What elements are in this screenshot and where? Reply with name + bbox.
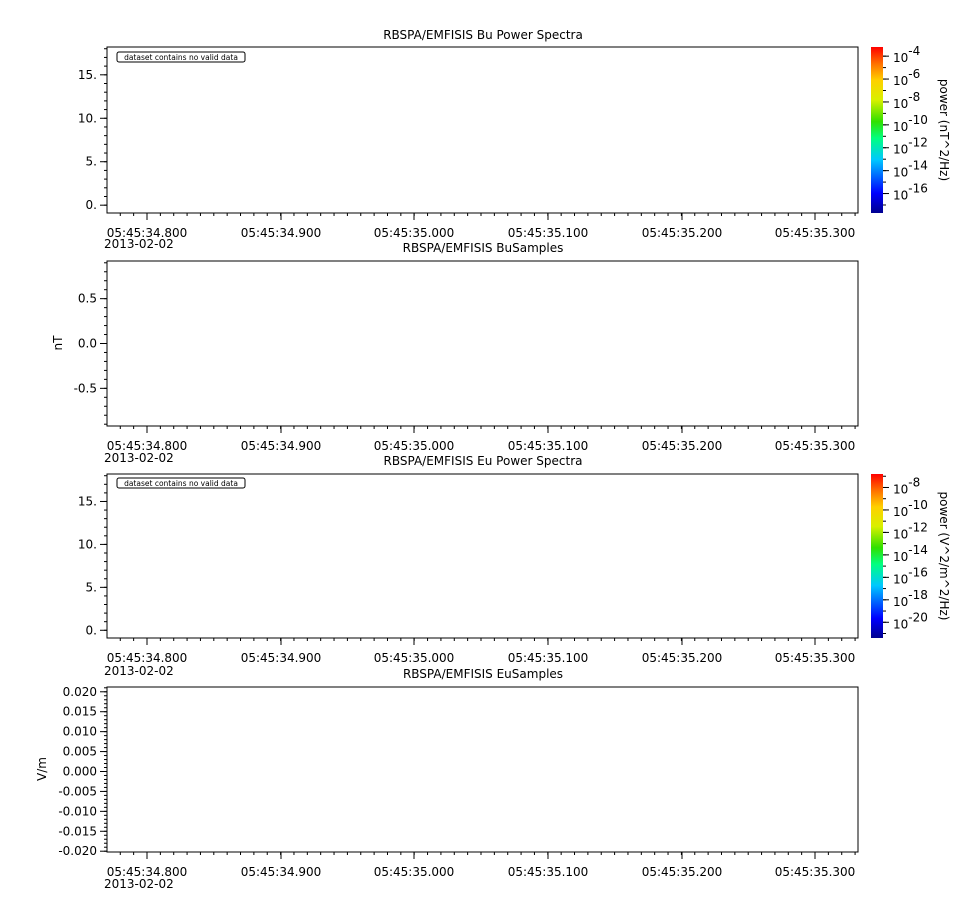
x-axis: 05:45:34.800 05:45:34.900 05:45:35.000 05:4… — [107, 638, 856, 665]
y-tick-label: 5. — [86, 155, 97, 169]
x-date-label: 2013-02-02 — [104, 451, 174, 465]
x-tick-label: 05:45:35.100 — [508, 226, 589, 240]
y-tick-label: 0.000 — [63, 764, 97, 778]
y-tick-label: 15. — [78, 494, 97, 508]
colorbar-tick-label: 10-14 — [893, 159, 928, 180]
panel-title: RBSPA/EMFISIS Eu Power Spectra — [384, 454, 583, 468]
x-tick-label: 05:45:35.100 — [508, 865, 589, 879]
y-tick-label: -0.015 — [58, 824, 97, 838]
y-axis: 0. 5. 10. 15. — [78, 48, 107, 212]
x-tick-label: 05:45:35.300 — [775, 865, 856, 879]
x-tick-label: 05:45:35.000 — [374, 226, 455, 240]
x-tick-label: 05:45:35.200 — [642, 651, 723, 665]
y-tick-label: 0.020 — [63, 685, 97, 699]
colorbar-label: power (V^2/m^2/Hz) — [937, 492, 951, 621]
y-axis-label: nT — [51, 335, 65, 351]
y-axis: 0.5 0.0 -0.5 — [74, 262, 107, 425]
colorbar-tick-label: 10-16 — [893, 565, 928, 586]
x-tick-label: 05:45:35.200 — [642, 865, 723, 879]
plot-frame — [106, 473, 859, 639]
x-axis: 05:45:34.800 05:45:34.900 05:45:35.000 05:4… — [107, 426, 856, 453]
colorbar-tick-label: 10-16 — [893, 182, 928, 203]
y-tick-label: 15. — [78, 68, 97, 82]
colorbar-tick-label: 10-8 — [893, 475, 920, 496]
y-axis-label: V/m — [35, 757, 49, 781]
x-axis: 05:45:34.800 05:45:34.900 05:45:35.000 05:4… — [107, 852, 856, 879]
x-date-label: 2013-02-02 — [104, 877, 174, 891]
no-data-message: dataset contains no valid data — [116, 51, 246, 63]
panel-eu-spectra: RBSPA/EMFISIS Eu Power Spectra 0. 5. 10. 15… — [78, 454, 951, 678]
colorbar-tick-label: 10-10 — [893, 113, 928, 134]
y-tick-label: 0.005 — [63, 745, 97, 759]
colorbar-gradient — [871, 47, 883, 213]
colorbar-tick-label: 10-10 — [893, 498, 928, 519]
plot-frame — [106, 260, 859, 427]
y-tick-label: 0.015 — [63, 705, 97, 719]
panel-title: RBSPA/EMFISIS Bu Power Spectra — [383, 28, 583, 42]
colorbar-tick-label: 10-12 — [893, 520, 928, 541]
x-tick-label: 05:45:35.300 — [775, 651, 856, 665]
x-tick-label: 05:45:35.100 — [508, 439, 589, 453]
y-tick-label: 5. — [86, 580, 97, 594]
colorbar-tick-label: 10-6 — [893, 67, 920, 88]
y-tick-label: 0. — [86, 623, 97, 637]
x-tick-label: 05:45:34.900 — [241, 651, 322, 665]
colorbar-tick-label: 10-18 — [893, 588, 928, 609]
no-data-text: dataset contains no valid data — [124, 53, 238, 62]
colorbar-gradient — [871, 474, 883, 638]
x-axis: 05:45:34.800 05:45:34.900 05:45:35.000 05:4… — [107, 213, 856, 240]
panel-bu-spectra: RBSPA/EMFISIS Bu Power Spectra 0. 5. 10. 15… — [78, 28, 951, 251]
y-tick-label: 10. — [78, 111, 97, 125]
y-axis: 0.020 0.015 0.010 0.005 0.000 -0.005 -0.010 -0.… — [58, 685, 107, 858]
y-tick-label: 0. — [86, 198, 97, 212]
panel-title: RBSPA/EMFISIS BuSamples — [403, 241, 564, 255]
panel-title: RBSPA/EMFISIS EuSamples — [403, 667, 563, 681]
x-tick-label: 05:45:35.300 — [775, 439, 856, 453]
y-tick-label: -0.005 — [58, 784, 97, 798]
colorbar-tick-label: 10-20 — [893, 610, 928, 631]
colorbar-tick-label: 10-12 — [893, 136, 928, 157]
plot-frame — [106, 46, 859, 214]
x-tick-label: 05:45:35.200 — [642, 439, 723, 453]
y-axis: 0. 5. 10. 15. — [78, 475, 107, 637]
x-tick-label: 05:45:35.100 — [508, 651, 589, 665]
x-tick-label: 05:45:34.900 — [241, 439, 322, 453]
x-tick-label: 05:45:35.000 — [374, 651, 455, 665]
panel-eu-samples: RBSPA/EMFISIS EuSamples 0.0200.0150.0100… — [35, 667, 859, 891]
plot-frame — [106, 686, 859, 853]
y-tick-label: -0.010 — [58, 804, 97, 818]
y-tick-label: 0.5 — [78, 292, 97, 306]
y-tick-label: -0.020 — [58, 844, 97, 858]
no-data-text: dataset contains no valid data — [124, 479, 238, 488]
y-tick-label: 0.0 — [78, 337, 97, 351]
x-tick-label: 05:45:35.300 — [775, 226, 856, 240]
colorbar-tick-label: 10-14 — [893, 543, 928, 564]
x-tick-label: 05:45:35.000 — [374, 439, 455, 453]
colorbar-label: power (nT^2/Hz) — [937, 79, 951, 181]
x-tick-label: 05:45:34.900 — [241, 865, 322, 879]
colorbar-tick-label: 10-8 — [893, 90, 920, 111]
y-tick-label: 0.010 — [63, 725, 97, 739]
x-tick-label: 05:45:34.800 — [107, 226, 188, 240]
x-date-label: 2013-02-02 — [104, 237, 174, 251]
panel-bu-samples: RBSPA/EMFISIS BuSamples 0.5 0.0 -0.5 05:45… — [51, 241, 859, 465]
x-tick-label: 05:45:34.800 — [107, 865, 188, 879]
y-tick-label: 10. — [78, 537, 97, 551]
y-tick-label: -0.5 — [74, 381, 97, 395]
x-tick-label: 05:45:35.000 — [374, 865, 455, 879]
x-date-label: 2013-02-02 — [104, 664, 174, 678]
x-tick-label: 05:45:35.200 — [642, 226, 723, 240]
x-tick-label: 05:45:34.800 — [107, 439, 188, 453]
x-tick-label: 05:45:34.800 — [107, 651, 188, 665]
x-tick-label: 05:45:34.900 — [241, 226, 322, 240]
colorbar-tick-label: 10-4 — [893, 44, 920, 65]
no-data-message: dataset contains no valid data — [116, 477, 246, 489]
